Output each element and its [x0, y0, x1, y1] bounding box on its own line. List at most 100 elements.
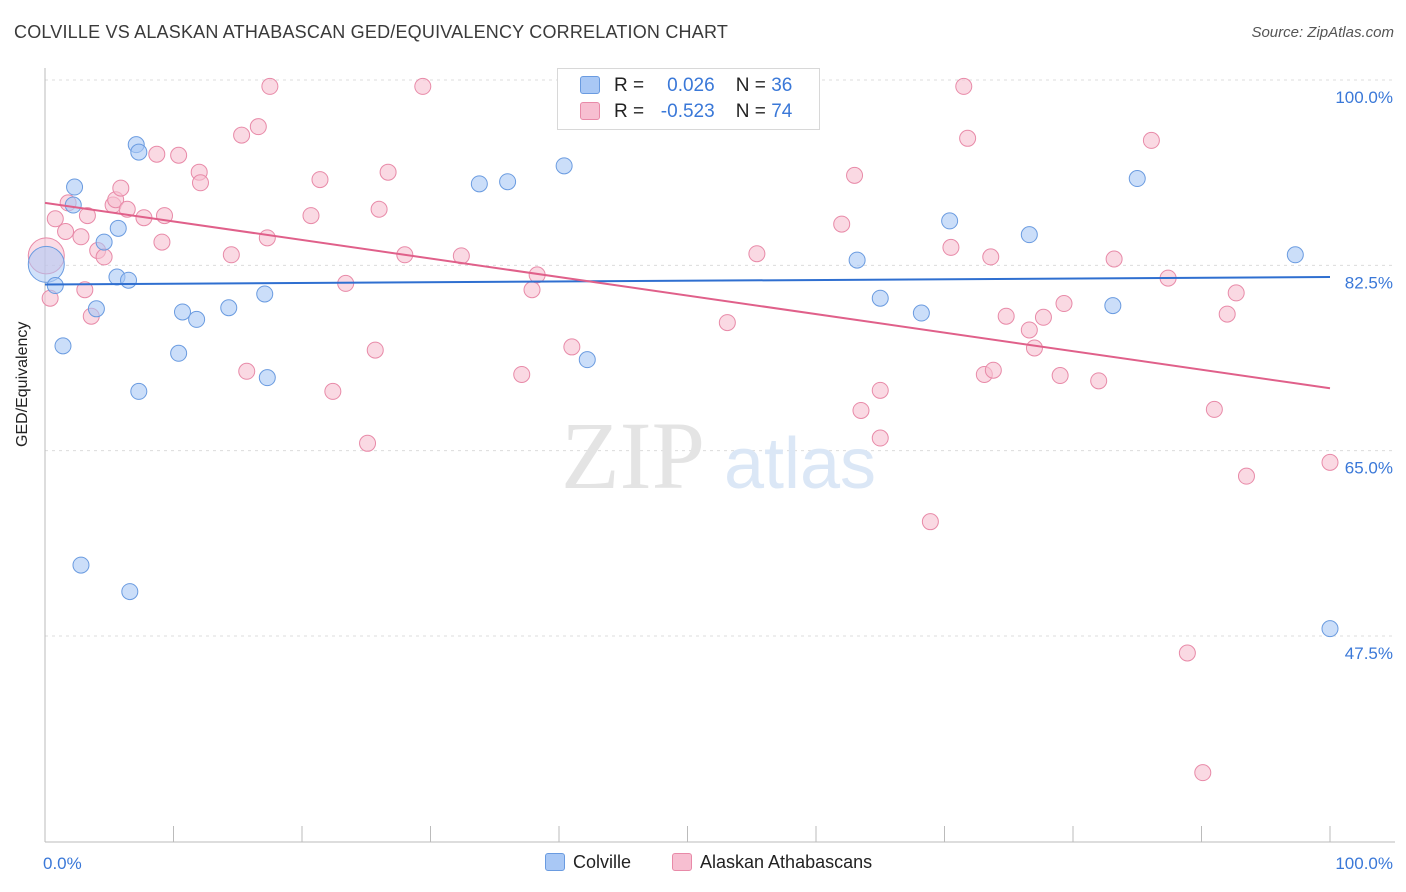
colville-point-2 [54, 337, 72, 355]
tick-labels: 47.5% 65.0% 82.5% 100.0% 0.0% 100.0% [43, 88, 1393, 873]
athabascan-point-70 [1218, 305, 1236, 323]
colville-point-20 [258, 369, 276, 387]
colville-point-3 [64, 196, 82, 214]
colville-point-10 [120, 271, 138, 289]
colville-point-30 [941, 212, 959, 230]
athabascan-point-23 [233, 126, 251, 144]
athabascan-point-39 [513, 365, 531, 383]
stats-row-athabascans: R = -0.523 N = 74 [580, 101, 792, 125]
athabascan-point-34 [370, 200, 388, 218]
colville-point-6 [95, 233, 113, 251]
athabascan-point-61 [1051, 367, 1069, 385]
x-tick-label-1: 100.0% [1335, 854, 1393, 873]
athabascan-point-59 [1025, 339, 1043, 357]
athabascan-point-56 [984, 361, 1002, 379]
colville-point-4 [66, 178, 84, 196]
watermark: ZIP atlas [561, 402, 876, 509]
athabascan-point-73 [1321, 453, 1339, 471]
colville-point-11 [121, 583, 139, 601]
y-tick-label-3: 100.0% [1335, 88, 1393, 107]
n-label: N = [735, 75, 766, 96]
athabascan-point-2 [46, 210, 64, 228]
athabascan-point-33 [366, 341, 384, 359]
athabascans-swatch-icon [580, 102, 600, 120]
y-tick-label-1: 65.0% [1345, 459, 1393, 478]
athabascan-point-46 [846, 166, 864, 184]
athabascan-point-17 [153, 233, 171, 251]
athabascan-point-67 [1178, 644, 1196, 662]
colville-point-14 [130, 143, 148, 161]
athabascan-point-28 [302, 207, 320, 225]
legend-label: Alaskan Athabascans [700, 852, 873, 872]
colville-point-34 [1286, 246, 1304, 264]
athabascan-point-71 [1227, 284, 1245, 302]
chart-source: Source: ZipAtlas.com [1251, 24, 1394, 41]
athabascan-point-72 [1237, 467, 1255, 485]
athabascan-point-21 [191, 174, 209, 192]
x-tick-label-0: 0.0% [43, 854, 82, 873]
axes [44, 68, 1395, 843]
athabascan-point-68 [1194, 764, 1212, 782]
athabascan-point-53 [959, 129, 977, 147]
colville-point-29 [912, 304, 930, 322]
athabascan-point-5 [72, 228, 90, 246]
y-tick-label-2: 82.5% [1345, 273, 1393, 292]
colville-point-35 [1321, 620, 1339, 638]
colville-point-33 [1128, 170, 1146, 188]
athabascan-point-49 [871, 429, 889, 447]
athabascan-point-29 [311, 171, 329, 189]
colville-point-28 [871, 289, 889, 307]
athabascan-point-63 [1090, 372, 1108, 390]
r-label: R = [614, 101, 645, 122]
watermark-atlas: atlas [724, 424, 876, 504]
colville-point-8 [87, 300, 105, 318]
athabascan-point-30 [324, 382, 342, 400]
athabascan-point-26 [258, 229, 276, 247]
colville-swatch-icon [545, 853, 565, 871]
colville-point-27 [848, 251, 866, 269]
colville-point-1 [46, 277, 64, 295]
colville-point-17 [188, 310, 206, 328]
r-label: R = [614, 75, 645, 96]
athabascan-point-60 [1034, 308, 1052, 326]
gridlines [45, 79, 1395, 637]
legend-item-colville[interactable]: Colville [545, 852, 631, 873]
athabascan-point-35 [379, 163, 397, 181]
colville-point-15 [170, 344, 188, 362]
chart-title: COLVILLE VS ALASKAN ATHABASCAN GED/EQUIV… [14, 22, 729, 42]
athabascan-point-51 [942, 238, 960, 256]
colville-point-5 [72, 556, 90, 574]
athabascan-point-58 [1020, 321, 1038, 339]
colville-point-31 [1020, 226, 1038, 244]
trend-lines [44, 201, 1331, 390]
athabascan-point-22 [222, 246, 240, 264]
colville-point-32 [1104, 297, 1122, 315]
colville-point-16 [173, 303, 191, 321]
colville-swatch-icon [580, 76, 600, 94]
athabascan-point-52 [955, 77, 973, 95]
athabascan-point-19 [170, 146, 188, 164]
colville-point-21 [470, 175, 488, 193]
athabascan-point-37 [414, 77, 432, 95]
colville-point-13 [130, 382, 148, 400]
stats-legend: R = 0.026 N = 36 R = -0.523 N = 74 [557, 68, 820, 130]
r-value: -0.523 [660, 101, 715, 122]
athabascan-trend-line [44, 201, 1331, 390]
athabascan-point-55 [982, 248, 1000, 266]
athabascan-point-65 [1142, 131, 1160, 149]
athabascan-point-40 [523, 281, 541, 299]
athabascan-point-69 [1205, 400, 1223, 418]
athabascan-point-32 [359, 434, 377, 452]
colville-point-0 [27, 245, 65, 283]
athabascans-swatch-icon [672, 853, 692, 871]
colville-point-18 [220, 299, 238, 317]
legend-item-athabascans[interactable]: Alaskan Athabascans [672, 852, 872, 873]
colville-trend-line [44, 276, 1331, 286]
athabascan-point-62 [1055, 295, 1073, 313]
athabascan-point-27 [261, 77, 279, 95]
colville-point-22 [499, 173, 517, 191]
colville-point-24 [578, 351, 596, 369]
athabascan-point-43 [718, 314, 736, 332]
athabascan-point-6 [76, 281, 94, 299]
